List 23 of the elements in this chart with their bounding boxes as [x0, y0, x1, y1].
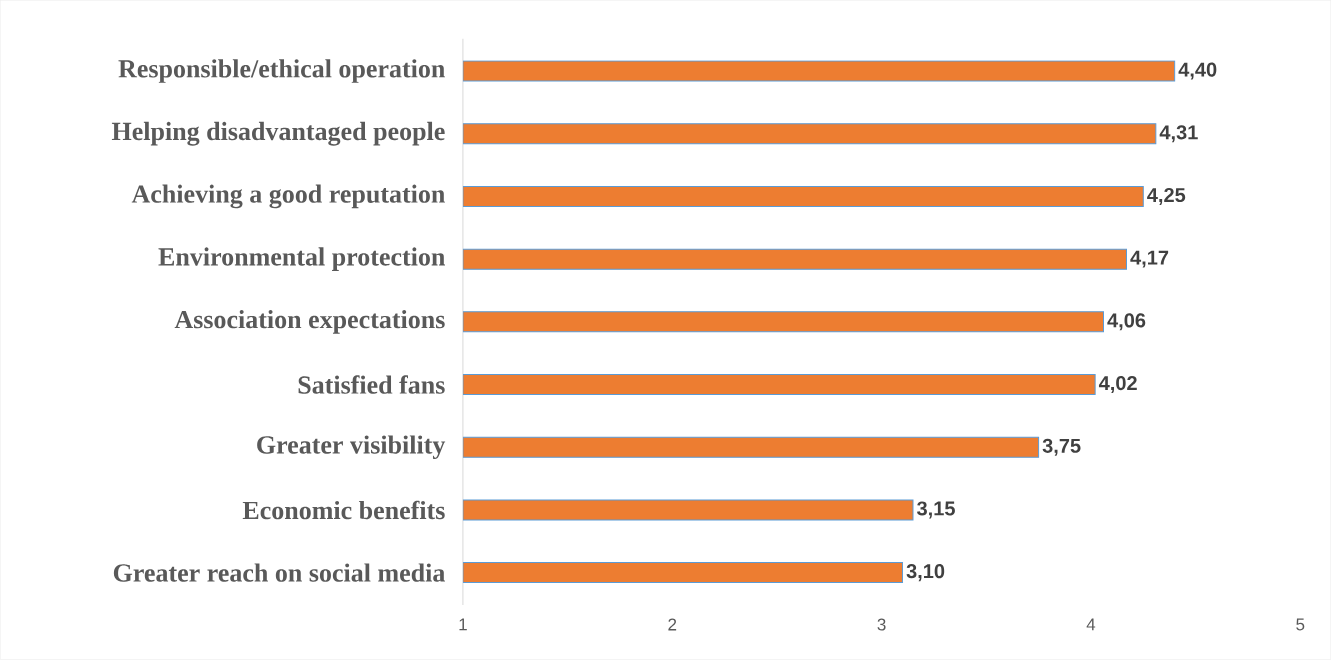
data-label: 4,40	[1178, 62, 1217, 80]
y-tick-label: Satisfied fans	[298, 375, 445, 394]
y-tick-label: Greater reach on social media	[113, 563, 445, 582]
data-label: 4,25	[1147, 188, 1186, 206]
data-label: 3,10	[906, 564, 945, 582]
data-label: 4,02	[1098, 376, 1137, 394]
y-tick-label: Responsible/ethical operation	[118, 59, 445, 84]
data-label: 4,06	[1107, 313, 1146, 331]
y-tick-label: Economic benefits	[242, 500, 445, 520]
data-label: 4,31	[1159, 125, 1198, 143]
x-tick-label: 3	[877, 618, 886, 631]
y-tick-label: Helping disadvantaged people	[111, 122, 445, 146]
x-tick-label: 1	[459, 618, 467, 631]
data-label: 4,17	[1130, 250, 1169, 268]
x-tick-label: 2	[668, 618, 677, 631]
data-label: 3,75	[1042, 438, 1081, 456]
y-tick-label: Environmental protection	[158, 247, 445, 272]
y-tick-label: Greater visibility	[257, 435, 446, 460]
y-tick-label: Achieving a good reputation	[131, 184, 445, 209]
data-label: 3,15	[916, 501, 955, 519]
x-tick-label: 5	[1296, 618, 1305, 631]
x-tick-label: 4	[1086, 618, 1096, 631]
y-tick-label: Association expectations	[174, 310, 445, 334]
